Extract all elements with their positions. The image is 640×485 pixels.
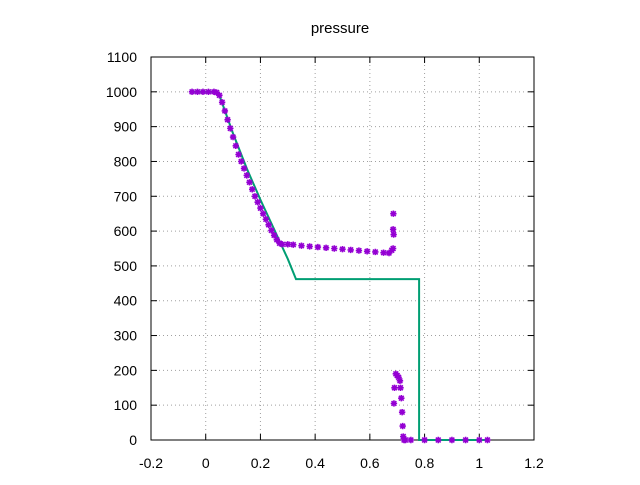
data-point bbox=[347, 246, 354, 254]
data-point bbox=[227, 125, 234, 132]
data-point bbox=[435, 436, 442, 444]
data-point bbox=[290, 241, 297, 248]
x-tick-label: 0.2 bbox=[251, 455, 271, 471]
data-point bbox=[390, 210, 397, 217]
data-point bbox=[249, 186, 256, 193]
data-point bbox=[232, 142, 240, 149]
y-tick-label: 500 bbox=[114, 258, 138, 274]
data-point bbox=[273, 236, 281, 243]
x-tick-label: -0.2 bbox=[139, 455, 163, 471]
y-tick-label: 900 bbox=[114, 119, 138, 135]
data-point bbox=[279, 241, 286, 248]
data-point bbox=[407, 436, 415, 444]
y-tick-label: 100 bbox=[114, 397, 138, 413]
data-point bbox=[194, 88, 201, 96]
y-tick-label: 1000 bbox=[106, 84, 137, 100]
y-tick-label: 0 bbox=[129, 432, 137, 448]
data-point bbox=[199, 88, 207, 96]
data-point bbox=[243, 172, 250, 179]
data-point bbox=[235, 151, 242, 158]
data-point bbox=[322, 244, 330, 252]
data-point bbox=[398, 395, 405, 402]
data-point bbox=[400, 433, 407, 440]
data-point bbox=[224, 116, 231, 123]
data-point bbox=[240, 165, 248, 172]
data-point bbox=[339, 245, 346, 253]
data-point bbox=[314, 243, 322, 251]
data-point bbox=[257, 204, 264, 212]
data-point bbox=[331, 245, 338, 252]
x-tick-label: 0.4 bbox=[305, 455, 325, 471]
data-point bbox=[402, 436, 409, 444]
data-point bbox=[397, 384, 404, 391]
y-tick-label: 200 bbox=[114, 362, 138, 378]
data-point bbox=[221, 107, 229, 115]
data-point bbox=[398, 408, 406, 416]
data-point bbox=[306, 243, 313, 250]
data-point bbox=[363, 248, 371, 255]
data-point bbox=[216, 92, 223, 99]
y-tick-label: 600 bbox=[114, 223, 138, 239]
data-point bbox=[213, 89, 220, 96]
data-point bbox=[476, 436, 483, 444]
data-point bbox=[355, 247, 363, 254]
data-point bbox=[265, 221, 272, 229]
data-point bbox=[254, 198, 261, 206]
plot-frame bbox=[150, 56, 535, 441]
x-tick-label: 1 bbox=[475, 455, 483, 471]
data-point bbox=[218, 99, 226, 106]
series-points-1 bbox=[188, 88, 491, 444]
y-tick-label: 700 bbox=[114, 188, 138, 204]
y-tick-label: 300 bbox=[114, 328, 138, 344]
data-point bbox=[284, 241, 291, 248]
data-point bbox=[276, 240, 283, 247]
x-tick-label: 1.2 bbox=[524, 455, 544, 471]
data-point bbox=[421, 436, 428, 444]
data-point bbox=[391, 384, 398, 391]
data-point bbox=[380, 249, 387, 256]
data-point bbox=[385, 249, 393, 257]
data-point bbox=[238, 158, 245, 165]
data-point bbox=[259, 210, 267, 217]
data-point bbox=[251, 193, 259, 200]
data-point bbox=[188, 88, 196, 96]
data-point bbox=[390, 231, 397, 238]
x-tick-label: 0.6 bbox=[360, 455, 380, 471]
ticks-layer: -0.2 0 0.2 0.4 0.6 0.8 1 1.20100200300400500600… bbox=[106, 49, 544, 471]
data-point bbox=[390, 400, 398, 407]
data-point bbox=[262, 216, 270, 223]
y-tick-label: 800 bbox=[114, 153, 138, 169]
chart-title: pressure bbox=[311, 20, 369, 37]
data-point bbox=[484, 436, 491, 444]
data-point bbox=[205, 88, 212, 96]
data-point bbox=[270, 232, 278, 239]
data-point bbox=[396, 377, 404, 385]
data-point bbox=[246, 179, 253, 186]
data-point bbox=[448, 436, 456, 444]
x-tick-label: 0 bbox=[202, 455, 210, 471]
data-point bbox=[298, 242, 305, 249]
y-tick-label: 400 bbox=[114, 293, 138, 309]
data-point bbox=[389, 245, 397, 252]
y-tick-label: 1100 bbox=[107, 49, 137, 65]
data-point bbox=[372, 248, 379, 256]
data-point bbox=[399, 422, 406, 430]
data-point bbox=[462, 436, 469, 444]
data-point bbox=[395, 374, 402, 381]
series-layer bbox=[188, 88, 491, 444]
data-point bbox=[389, 226, 397, 233]
data-point bbox=[229, 133, 237, 141]
x-tick-label: 0.8 bbox=[415, 455, 435, 471]
data-point bbox=[268, 227, 275, 234]
